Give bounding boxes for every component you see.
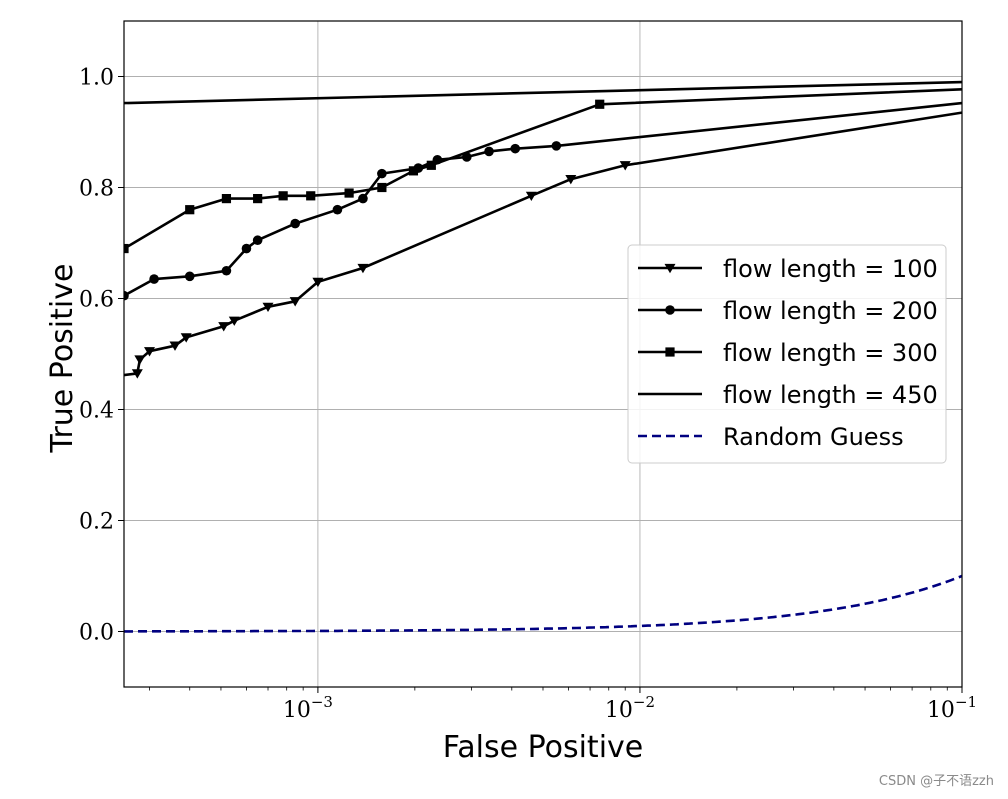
x-axis-title: False Positive: [443, 730, 644, 765]
series-0-marker: [619, 161, 631, 171]
tick-layer: 0.00.20.40.60.81.010−3 10−2 10−1: [79, 66, 977, 724]
series-2-marker: [595, 99, 605, 109]
series-1-marker: [290, 218, 300, 229]
series-4: [124, 574, 962, 633]
series-1-marker: [221, 265, 232, 276]
series-0-marker: [180, 333, 192, 343]
legend-entry-4: Random Guess: [638, 423, 904, 451]
legend-marker: [664, 263, 676, 274]
series-1-marker: [252, 235, 263, 246]
series-2-marker: [426, 160, 436, 170]
series-2-marker: [377, 182, 387, 193]
series-1-marker: [510, 143, 521, 154]
legend-entry-1: flow length = 200: [638, 297, 938, 325]
legend-label: flow length = 450: [723, 381, 938, 409]
legend-marker: [665, 305, 675, 315]
series-line-2: [124, 88, 962, 250]
legend-entry-3: flow length = 450: [638, 381, 938, 409]
series-1-marker: [377, 168, 387, 179]
legend: flow length = 100 flow length = 200 flow l…: [627, 244, 947, 464]
series-0-marker: [312, 277, 324, 288]
x-tick-label: 10−2: [605, 693, 655, 723]
series-0-marker: [262, 302, 274, 313]
series-1-marker: [241, 243, 252, 254]
series-1-marker: [124, 290, 129, 301]
x-tick-base: 10: [283, 698, 311, 723]
y-tick-label: 0.6: [79, 288, 114, 313]
series-0-marker: [134, 355, 146, 365]
series-0-marker: [169, 341, 181, 351]
legend-label: flow length = 200: [723, 297, 938, 325]
legend-label: flow length = 100: [723, 255, 938, 283]
series-0: [124, 111, 962, 379]
x-tick-label: 10−1: [927, 693, 977, 723]
legend-entry-0: flow length = 100: [638, 255, 938, 283]
x-tick-base: 10: [605, 698, 633, 723]
series-0-marker: [525, 191, 537, 202]
series-2: [124, 88, 962, 254]
series-line-3: [124, 80, 962, 105]
y-tick-label: 0.0: [79, 621, 114, 646]
x-tick-exponent: −3: [311, 693, 333, 711]
series-0-marker: [289, 297, 301, 307]
series-2-marker: [185, 205, 195, 215]
series-line-0: [124, 111, 962, 377]
legend-entry-2: flow length = 300: [638, 339, 938, 367]
series-1-marker: [184, 271, 195, 282]
series-0-marker: [218, 322, 230, 332]
y-tick-label: 1.0: [79, 66, 114, 91]
x-tick-exponent: −2: [633, 693, 655, 711]
series-layer: [124, 80, 962, 633]
y-tick-label: 0.4: [79, 399, 114, 424]
x-tick-base: 10: [927, 698, 955, 723]
x-tick-exponent: −1: [955, 693, 977, 711]
y-axis-title: True Positive: [45, 264, 80, 454]
legend-box: [627, 244, 947, 464]
series-2-marker: [344, 188, 354, 198]
series-0-marker: [131, 369, 143, 379]
series-1-marker: [149, 274, 159, 284]
series-2-marker: [221, 194, 232, 204]
legend-label: flow length = 300: [723, 339, 938, 367]
series-1-marker: [484, 146, 494, 157]
series-2-marker: [278, 191, 288, 201]
series-0-marker: [357, 263, 369, 274]
x-tick-label: 10−3: [283, 693, 333, 723]
series-0-marker: [228, 316, 240, 326]
series-0-marker: [144, 347, 156, 357]
y-tick-label: 0.2: [79, 510, 114, 535]
series-2-marker: [253, 194, 263, 204]
series-2-marker: [306, 191, 316, 201]
legend-marker: [665, 347, 675, 357]
series-2-marker: [124, 243, 129, 254]
series-1-marker: [358, 193, 368, 204]
series-0-marker: [565, 175, 577, 185]
series-line-4: [124, 574, 962, 633]
series-3: [124, 80, 962, 105]
series-1-marker: [332, 204, 343, 215]
legend-label: Random Guess: [723, 423, 904, 451]
series-1-marker: [551, 141, 562, 151]
series-2-marker: [408, 166, 419, 176]
watermark-text: CSDN @子不语zzh: [879, 774, 994, 789]
y-tick-label: 0.8: [79, 177, 114, 202]
